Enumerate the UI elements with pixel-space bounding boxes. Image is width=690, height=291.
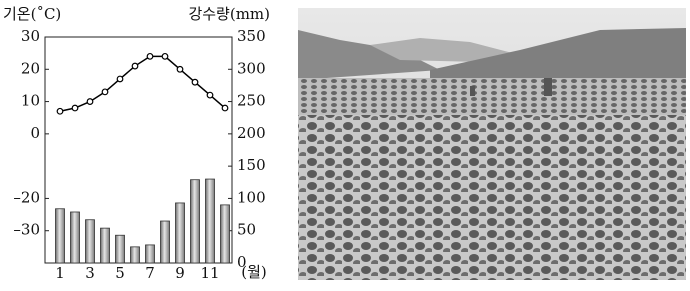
precipitation-bar xyxy=(146,245,155,263)
temperature-point xyxy=(102,89,108,95)
y-tick-label: 30 xyxy=(21,27,40,45)
precipitation-bar xyxy=(221,205,230,263)
precipitation-bar xyxy=(101,228,110,263)
y2-tick-label: 300 xyxy=(237,59,266,77)
x-tick-label: 1 xyxy=(55,264,65,282)
y-tick-label: –30 xyxy=(13,221,40,239)
y-tick-label: –20 xyxy=(13,188,40,206)
temperature-point xyxy=(147,54,153,60)
precipitation-bar xyxy=(56,209,65,263)
temperature-point xyxy=(222,105,228,111)
photo xyxy=(298,8,686,280)
precipitation-bar xyxy=(176,203,185,263)
precipitation-bar xyxy=(161,221,170,263)
precipitation-bar xyxy=(116,235,125,263)
chart: 기온(˚C) 강수량(mm) (월) xyxy=(3,5,270,281)
temperature-point xyxy=(132,63,138,69)
precipitation-bar xyxy=(86,220,95,263)
page: 기온(˚C) 강수량(mm) (월) 3020100–20–3035030025… xyxy=(0,0,690,287)
x-tick-label: 5 xyxy=(115,264,125,282)
y2-tick-label: 50 xyxy=(237,221,256,239)
y2-tick-label: 250 xyxy=(237,92,266,110)
x-tick-label: 9 xyxy=(175,264,185,282)
y-tick-label: 10 xyxy=(21,92,40,110)
precipitation-bar xyxy=(206,179,215,263)
y-axis-title: 기온(˚C) xyxy=(3,5,61,23)
y2-axis-title: 강수량(mm) xyxy=(188,5,270,23)
x-tick-label: 7 xyxy=(145,264,155,282)
y2-tick-label: 150 xyxy=(237,156,266,174)
y2-tick-label: 200 xyxy=(237,124,266,142)
temperature-point xyxy=(117,76,123,82)
temperature-point xyxy=(57,108,63,114)
temperature-point xyxy=(207,92,213,98)
temperature-line xyxy=(60,56,225,111)
y-tick-label: 0 xyxy=(30,124,40,142)
precipitation-bar xyxy=(131,247,140,263)
temperature-point xyxy=(87,99,93,105)
precipitation-bar xyxy=(71,212,80,263)
temperature-point xyxy=(162,54,168,60)
y2-tick-label: 100 xyxy=(237,188,266,206)
temperature-point xyxy=(177,66,183,72)
y-tick-label: 20 xyxy=(21,59,40,77)
precipitation-bar xyxy=(191,180,200,263)
temperature-point xyxy=(72,105,78,111)
x-tick-label: 11 xyxy=(200,264,219,282)
x-tick-label: 3 xyxy=(85,264,95,282)
temperature-point xyxy=(192,79,198,85)
y2-tick-label: 350 xyxy=(237,27,266,45)
y2-tick-label: 0 xyxy=(237,253,247,271)
